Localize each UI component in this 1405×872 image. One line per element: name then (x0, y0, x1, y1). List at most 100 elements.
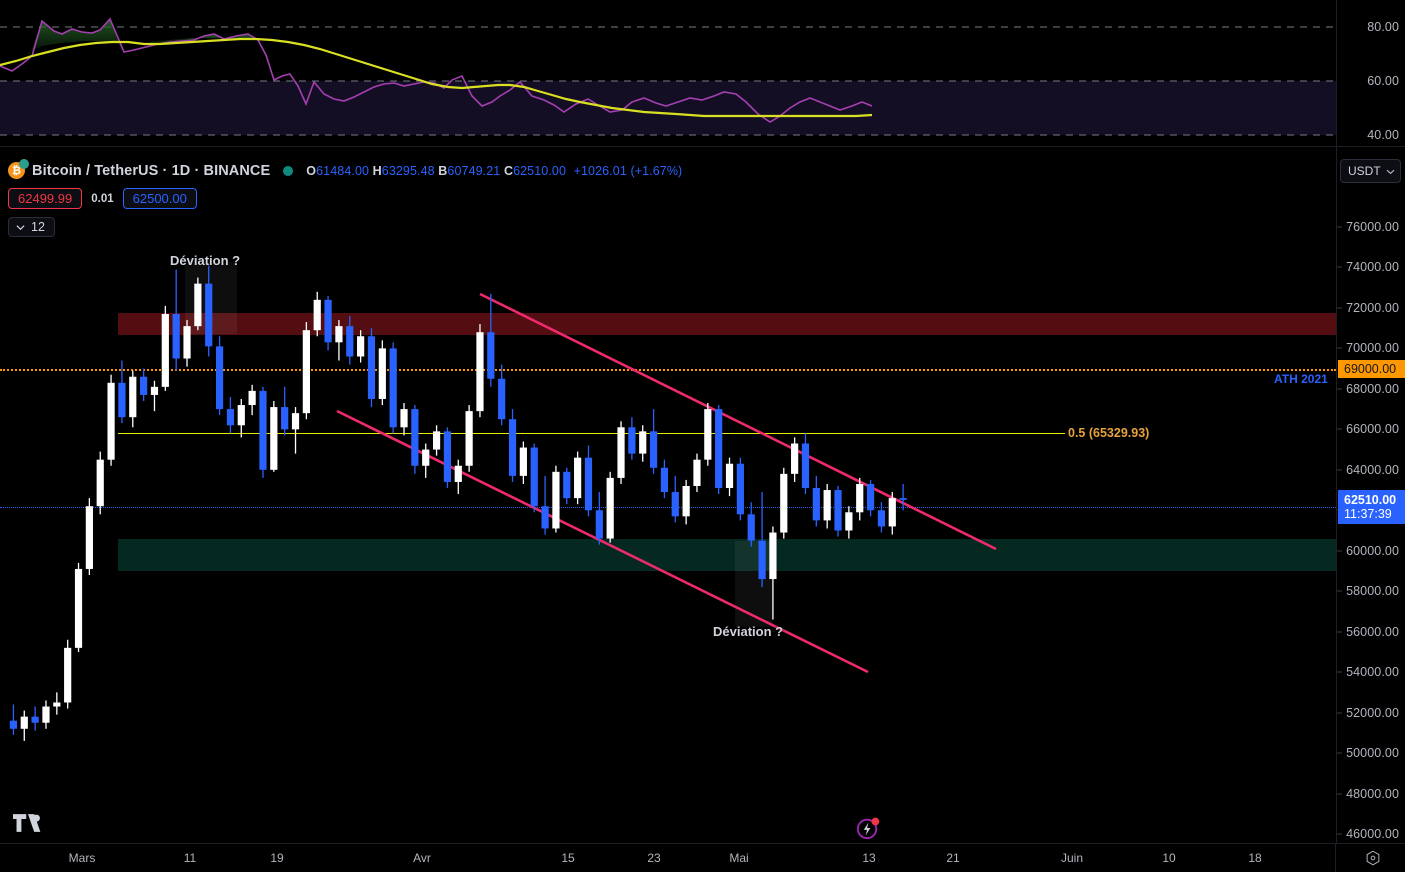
bitcoin-icon: ₿ (8, 159, 29, 179)
candle-body (498, 378, 506, 420)
candle-body (237, 405, 245, 426)
price-tick: 46000.00 (1346, 827, 1399, 841)
candle-body (357, 336, 365, 357)
candle-body (150, 386, 159, 395)
ath-2021-line[interactable] (0, 369, 1336, 371)
change-value: +1026.01 (+1.67%) (573, 163, 683, 178)
candle-body (736, 463, 744, 515)
candle-body (291, 413, 300, 430)
candle-body (335, 326, 343, 343)
candle-body (704, 409, 712, 460)
candle-body (552, 471, 560, 529)
pane-separator[interactable] (0, 146, 1336, 147)
ohlc-values: O61484.00 H63295.48 B60749.21 C62510.00 … (306, 164, 682, 178)
indicator-tick: 80.00 (1367, 20, 1399, 34)
close-value: 62510.00 (513, 163, 567, 178)
bid-price-button[interactable]: 62499.99 (8, 188, 83, 209)
support-zone[interactable] (118, 539, 1336, 571)
deviation-label-top[interactable]: Déviation ? (170, 253, 241, 268)
countdown-timer: 11:37:39 (1344, 507, 1392, 521)
candle-body (259, 390, 267, 470)
time-tick: 21 (946, 851, 960, 865)
candle-body (270, 407, 278, 470)
candle-body (487, 332, 495, 379)
high-value: 63295.48 (381, 163, 435, 178)
indicator-tick: 60.00 (1367, 74, 1399, 88)
low-key: B (438, 163, 448, 178)
candle-body (574, 457, 582, 499)
last-price-value: 62510.00 (1344, 493, 1397, 507)
candle-body (823, 490, 831, 521)
price-tick-mark (1337, 752, 1342, 754)
fib-level-label[interactable]: 0.5 (65329.93) (1068, 426, 1150, 440)
candle-body (302, 330, 310, 414)
candle-body (595, 510, 603, 539)
candle-body (96, 459, 104, 507)
price-tick: 74000.00 (1346, 260, 1399, 274)
time-scale-divider (1335, 844, 1336, 872)
depth-selector[interactable]: 12 (8, 217, 55, 237)
candle-body (834, 490, 842, 531)
candle-body (161, 314, 169, 387)
candle-body (313, 299, 321, 331)
channel-upper-trendline (479, 292, 997, 551)
open-value: 61484.00 (316, 163, 370, 178)
alerts-bolt-icon[interactable] (856, 816, 880, 840)
price-tick-mark (1337, 388, 1342, 390)
high-key: H (372, 163, 382, 178)
price-tick-mark (1337, 590, 1342, 592)
candle-body (769, 532, 777, 580)
price-tick-mark (1337, 793, 1342, 795)
ath-price-pill[interactable]: 69000.00 (1338, 360, 1405, 378)
price-tick: 52000.00 (1346, 706, 1399, 720)
candle-body (725, 463, 734, 489)
price-tick-mark (1337, 469, 1342, 471)
candlestick-series[interactable] (0, 147, 1336, 843)
time-scale[interactable]: Mars 11 19 Avr 15 23 Mai 13 21 Juin 10 18 (0, 843, 1405, 872)
candle-body (389, 348, 397, 428)
candle-body (617, 427, 625, 478)
candle-body (9, 720, 18, 729)
time-tick: Mai (729, 851, 749, 865)
depth-value: 12 (31, 220, 45, 234)
price-tick-mark (1337, 550, 1342, 552)
price-scale[interactable]: 80.00 60.00 40.00 76000.00 74000.00 72000.00… (1336, 0, 1405, 843)
symbol-title[interactable]: Bitcoin / TetherUS · 1D · BINANCE (32, 162, 271, 179)
currency-selector[interactable]: USDT (1340, 159, 1401, 183)
ath-2021-label[interactable]: ATH 2021 (1274, 372, 1328, 386)
price-tick-mark (1337, 671, 1342, 673)
time-tick: 19 (270, 851, 284, 865)
candle-body (183, 326, 191, 359)
price-chart-pane[interactable] (0, 147, 1336, 843)
fib-0-5-line[interactable] (118, 433, 1065, 434)
candle-body (758, 540, 766, 580)
candle-body (780, 473, 788, 533)
deviation-label-bottom[interactable]: Déviation ? (713, 624, 784, 639)
last-price-pill[interactable]: 62510.00 11:37:39 (1338, 490, 1405, 524)
candle-body (20, 716, 28, 729)
chevron-down-icon (1386, 169, 1395, 174)
close-key: C (503, 163, 514, 178)
price-tick: 58000.00 (1346, 584, 1399, 598)
rsi-indicator-pane[interactable] (0, 0, 1336, 146)
candle-body (649, 431, 658, 468)
chart-legend[interactable]: ₿ Bitcoin / TetherUS · 1D · BINANCE O614… (8, 159, 682, 179)
candle-body (606, 477, 614, 539)
time-tick: 11 (183, 851, 197, 865)
timezone-clock-icon[interactable] (1365, 850, 1381, 866)
ask-price-button[interactable]: 62500.00 (122, 188, 197, 209)
price-tick-mark (1337, 428, 1342, 430)
candle-body (628, 427, 636, 454)
time-tick: 13 (862, 851, 876, 865)
resistance-zone[interactable] (118, 313, 1336, 335)
candle-body (899, 498, 907, 500)
candle-body (411, 409, 419, 466)
tradingview-logo-icon[interactable] (13, 812, 43, 834)
price-tick-mark (1337, 226, 1342, 228)
candle-body (530, 447, 538, 507)
deviation-box-bottom[interactable] (735, 541, 773, 627)
candle-body (432, 431, 441, 450)
last-price-line[interactable] (0, 507, 1336, 508)
low-value: 60749.21 (447, 163, 501, 178)
